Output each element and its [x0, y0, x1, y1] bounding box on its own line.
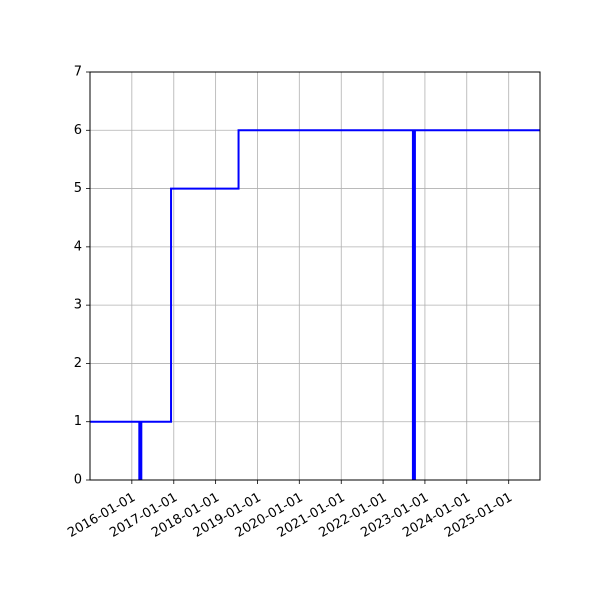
- y-tick-label: 4: [74, 239, 82, 254]
- data-series: [90, 129, 540, 480]
- y-tick-label: 5: [74, 181, 82, 196]
- plot-frame: [89, 71, 541, 481]
- y-tick-label: 6: [74, 123, 82, 138]
- y-tick-label: 7: [74, 65, 82, 80]
- plot-background: [90, 72, 540, 480]
- step-line: [90, 129, 540, 423]
- x-axis: 2016-01-012017-01-012018-01-012019-01-01…: [65, 480, 515, 541]
- y-tick-label: 2: [74, 356, 82, 371]
- y-axis: 0 1 2 3 4 5 6 7: [74, 65, 90, 488]
- y-tick-label: 1: [74, 414, 82, 429]
- y-tick-label: 3: [74, 298, 82, 313]
- y-tick-label: 0: [74, 473, 82, 488]
